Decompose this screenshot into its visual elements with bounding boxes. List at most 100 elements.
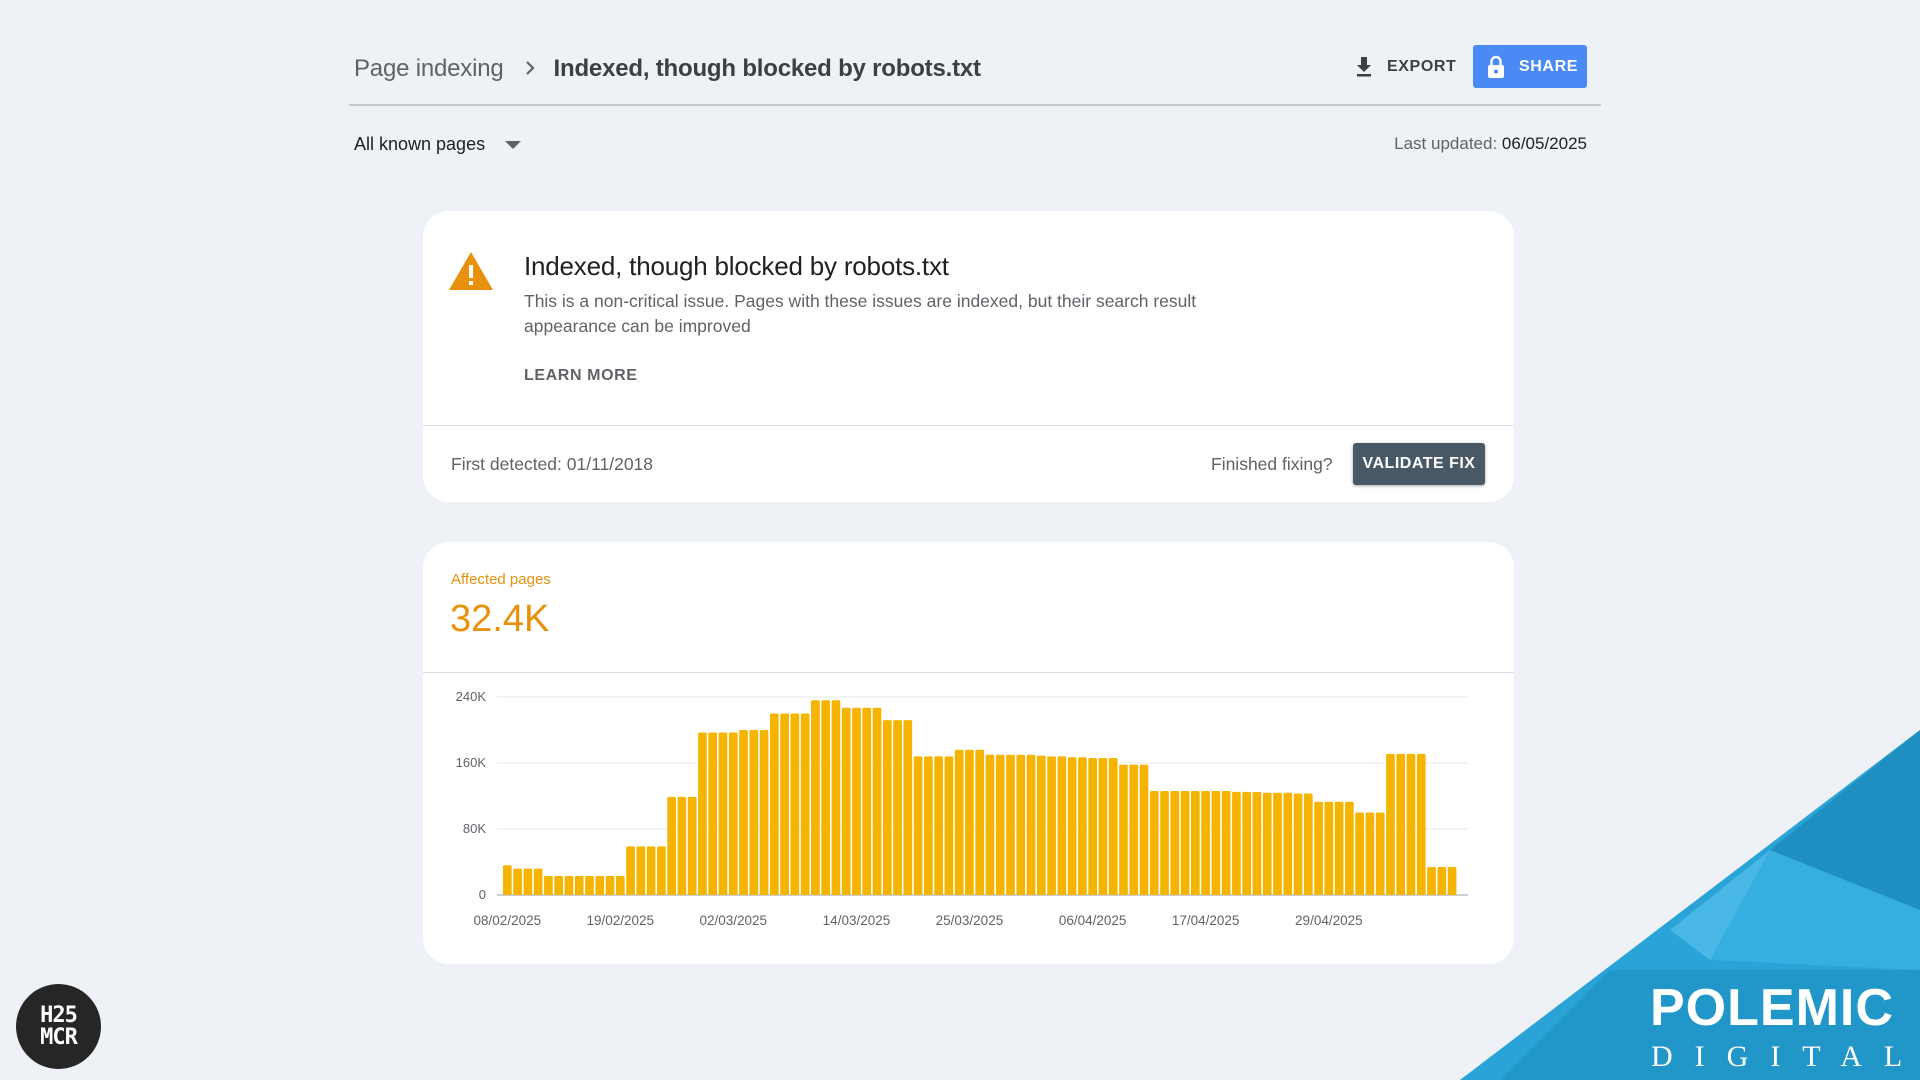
- chart-bar: [800, 713, 810, 895]
- chart-bar: [1098, 758, 1108, 895]
- chart-bar: [1129, 764, 1139, 895]
- x-tick-label: 25/03/2025: [936, 913, 1004, 928]
- chart-bar: [1324, 801, 1334, 895]
- breadcrumb-parent-link[interactable]: Page indexing: [354, 55, 504, 82]
- warning-icon: [449, 252, 493, 290]
- chart-bar: [903, 720, 913, 895]
- chart-bar: [975, 749, 985, 895]
- chart-bar: [595, 876, 605, 895]
- issue-description: This is a non-critical issue. Pages with…: [524, 291, 1197, 336]
- chart-bar: [1180, 791, 1190, 895]
- y-tick-label: 80K: [463, 821, 486, 836]
- chart-bar: [1232, 791, 1241, 895]
- chart-bar: [831, 700, 841, 895]
- logo-line-1: H25: [40, 1002, 78, 1028]
- affected-pages-card: Affected pages 32.4K 0 80K 160K 240K 08/02/2…: [423, 542, 1514, 964]
- affected-pages-chart[interactable]: 0 80K 160K 240K 08/02/2025 19/02/2025 02/03/20…: [423, 682, 1514, 952]
- chart-bar: [698, 732, 707, 895]
- chart-bar: [687, 796, 697, 895]
- chart-bar: [759, 730, 769, 895]
- chart-bar: [944, 756, 954, 895]
- chart-bar: [1375, 812, 1385, 895]
- chart-bar: [533, 868, 543, 895]
- chart-bar: [862, 707, 872, 895]
- x-tick-label: 17/04/2025: [1172, 913, 1240, 928]
- last-updated-label: Last updated:: [1394, 134, 1498, 153]
- chart-bar: [1170, 791, 1180, 895]
- finished-fixing-label: Finished fixing?: [1211, 454, 1333, 474]
- first-detected: First detected: 01/11/2018: [451, 454, 654, 474]
- chart-bar: [1201, 791, 1210, 895]
- chart-bar: [636, 846, 646, 895]
- chart-bar: [657, 846, 666, 895]
- affected-pages-label: Affected pages: [451, 571, 551, 588]
- chart-bar: [574, 876, 584, 895]
- chart-bar: [1283, 792, 1293, 895]
- chart-bar: [564, 876, 574, 895]
- chart-bar: [965, 749, 974, 895]
- chart-bar: [985, 754, 995, 895]
- chart-bar: [1273, 792, 1282, 895]
- chart-bar: [780, 713, 789, 895]
- y-tick-label: 160K: [456, 755, 487, 770]
- chart-bar: [626, 846, 635, 895]
- chart-bar: [1047, 756, 1056, 895]
- export-label: EXPORT: [1387, 58, 1457, 75]
- pages-filter-dropdown[interactable]: All known pages: [354, 134, 522, 155]
- chart-bar: [1447, 866, 1457, 895]
- chart-bar: [1386, 753, 1395, 895]
- chart-bar: [841, 707, 851, 895]
- chart-bar: [1078, 757, 1087, 895]
- x-tick-label: 06/04/2025: [1059, 913, 1127, 928]
- breadcrumb: Page indexing Indexed, though blocked by…: [354, 55, 981, 83]
- chart-bar: [1149, 791, 1159, 895]
- chart-bar: [1355, 812, 1364, 895]
- dropdown-arrow-icon: [505, 140, 522, 149]
- chart-bar: [1006, 754, 1015, 895]
- chart-bar: [769, 713, 779, 895]
- chart-bar: [811, 700, 820, 895]
- y-tick-label: 240K: [456, 689, 487, 704]
- chart-bar: [1108, 758, 1118, 895]
- lock-icon: [1488, 55, 1504, 78]
- chart-bar: [872, 707, 882, 895]
- chart-bar: [503, 865, 512, 895]
- issue-card: Indexed, though blocked by robots.txt Th…: [423, 211, 1514, 502]
- chart-bar: [790, 713, 800, 895]
- chart-bar: [913, 756, 923, 895]
- chart-bar: [821, 700, 831, 895]
- issue-title: Indexed, though blocked by robots.txt: [524, 251, 949, 281]
- chart-bar: [1067, 757, 1077, 895]
- learn-more-link[interactable]: LEARN MORE: [524, 367, 638, 384]
- chart-bar: [728, 732, 738, 895]
- chart-bar: [677, 796, 687, 895]
- chart-bar: [605, 876, 615, 895]
- logo-line-2: MCR: [40, 1024, 78, 1050]
- x-tick-label: 14/03/2025: [823, 913, 891, 928]
- chart-bar: [934, 756, 943, 895]
- chart-bar: [1262, 792, 1272, 895]
- divider: [423, 425, 1514, 426]
- affected-pages-value: 32.4K: [450, 598, 550, 640]
- validate-fix-button[interactable]: VALIDATE FIX: [1353, 443, 1485, 485]
- chart-bar: [1057, 756, 1067, 895]
- chart-bar: [995, 754, 1005, 895]
- chart-bar: [954, 749, 964, 895]
- filter-selected-value: All known pages: [354, 134, 486, 154]
- export-button[interactable]: EXPORT: [1349, 46, 1462, 88]
- chart-bar: [667, 796, 676, 895]
- last-updated: Last updated: 06/05/2025: [1394, 134, 1587, 154]
- divider: [423, 672, 1514, 673]
- chart-bar: [1211, 791, 1221, 895]
- chart-bar: [646, 846, 656, 895]
- download-icon: [1357, 57, 1371, 77]
- chart-bar: [852, 707, 861, 895]
- chart-bar: [1026, 754, 1036, 895]
- chart-bar: [1437, 866, 1447, 895]
- chart-bar: [1293, 793, 1303, 895]
- chart-bar: [544, 876, 553, 895]
- chart-bar: [1036, 755, 1046, 895]
- chart-bar: [1427, 866, 1436, 895]
- chart-bar: [1119, 764, 1128, 895]
- share-button[interactable]: SHARE: [1473, 45, 1587, 88]
